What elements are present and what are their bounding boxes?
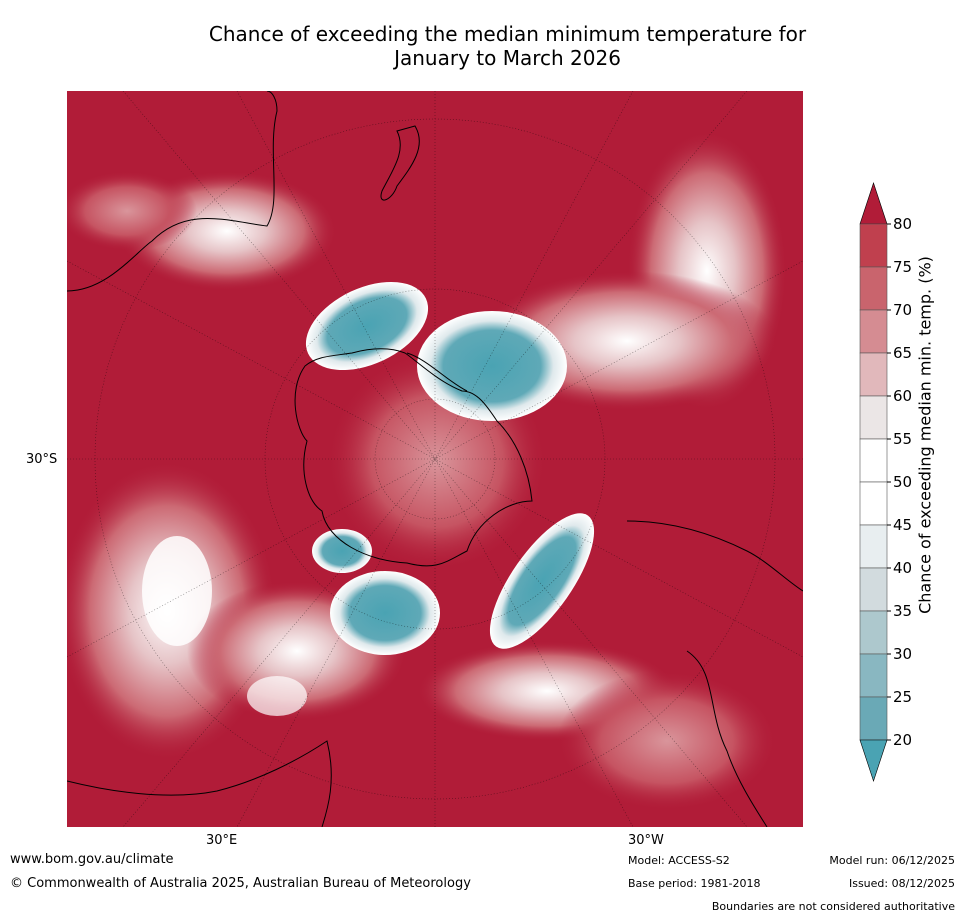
brazil-coast: [686, 650, 768, 827]
colorbar-swatch: [859, 653, 888, 698]
lon-label-30w: 30°W: [628, 833, 664, 848]
teal-weddell-peninsula: [489, 513, 595, 649]
teal-amundsen-sea: [417, 311, 567, 421]
footer-disclaimer: Boundaries are not considered authoritat…: [711, 900, 955, 913]
graticule: [67, 91, 803, 827]
new-zealand: [380, 125, 420, 201]
teal-weddell-sea: [330, 571, 440, 655]
parallel-80s: [374, 398, 496, 520]
map-svg: [67, 91, 803, 827]
map-panel[interactable]: [67, 91, 803, 827]
colorbar-swatch: [859, 266, 888, 311]
meridian-120: [67, 260, 803, 658]
colorbar-swatch: [859, 610, 888, 655]
colorbar-swatch: [859, 567, 888, 612]
teal-queen-maud: [312, 529, 372, 573]
white-south-atlantic: [142, 536, 212, 646]
colorbar-tick-label: 40: [893, 559, 912, 577]
title-line-2: January to March 2026: [394, 46, 621, 70]
teal-ross-sea: [305, 281, 429, 371]
anomaly-regions: [67, 131, 787, 811]
colorbar-top-arrow: [859, 182, 888, 225]
footer-url[interactable]: www.bom.gov.au/climate: [10, 852, 174, 867]
colorbar-swatch: [859, 438, 888, 483]
colorbar-tick-label: 30: [893, 645, 912, 663]
colorbar-tick-label: 55: [893, 430, 912, 448]
footer-model-run: Model run: 06/12/2025: [829, 854, 955, 867]
colorbar-swatch: [859, 395, 888, 440]
low-chance-regions: [142, 281, 595, 716]
meridian-135: [122, 91, 748, 827]
meridian-45: [122, 91, 748, 827]
lat-label-30s: 30°S: [26, 452, 58, 467]
colorbar-tick-label: 80: [893, 215, 912, 233]
south-america-coast: [626, 520, 803, 592]
colorbar-swatch: [859, 696, 888, 741]
colorbar-tick-label: 20: [893, 731, 912, 749]
coastlines: [67, 91, 803, 827]
colorbar-tick-label: 45: [893, 516, 912, 534]
ross-ice-shelf-edge: [406, 352, 468, 392]
antarctica-coast: [294, 348, 533, 567]
colorbar-swatch: [859, 309, 888, 354]
footer-copyright: © Commonwealth of Australia 2025, Austra…: [10, 876, 471, 891]
lon-label-30e: 30°E: [206, 833, 238, 848]
colorbar-tick-label: 50: [893, 473, 912, 491]
colorbar-ticks: 80 75 70 65 60 55 50 45 40 35 30 25 20: [887, 215, 912, 749]
africa-coast: [67, 740, 332, 827]
colorbar-swatches: [859, 182, 888, 782]
title-line-1: Chance of exceeding the median minimum t…: [208, 22, 807, 46]
colorbar-bottom-arrow: [859, 739, 888, 782]
australia-coast: [67, 91, 278, 292]
colorbar-swatch: [859, 481, 888, 526]
colorbar-tick-label: 35: [893, 602, 912, 620]
region-brazil-coast: [557, 671, 777, 811]
colorbar-tick-label: 60: [893, 387, 912, 405]
colorbar-swatch: [859, 223, 888, 268]
map-title: Chance of exceeding the median minimum t…: [120, 22, 895, 70]
white-atlantic-sector: [247, 676, 307, 716]
colorbar-tick-label: 25: [893, 688, 912, 706]
colorbar-swatch: [859, 352, 888, 397]
colorbar-tick-label: 75: [893, 258, 912, 276]
footer-issued: Issued: 08/12/2025: [848, 877, 955, 890]
colorbar-label-text: Chance of exceeding median min. temp. (%…: [915, 256, 935, 614]
colorbar: 80 75 70 65 60 55 50 45 40 35 30 25 20: [859, 182, 912, 782]
colorbar-tick-label: 70: [893, 301, 912, 319]
footer-model: Model: ACCESS-S2: [628, 854, 730, 867]
footer-base-period: Base period: 1981-2018: [628, 877, 761, 890]
colorbar-swatch: [859, 524, 888, 569]
colorbar-tick-label: 65: [893, 344, 912, 362]
